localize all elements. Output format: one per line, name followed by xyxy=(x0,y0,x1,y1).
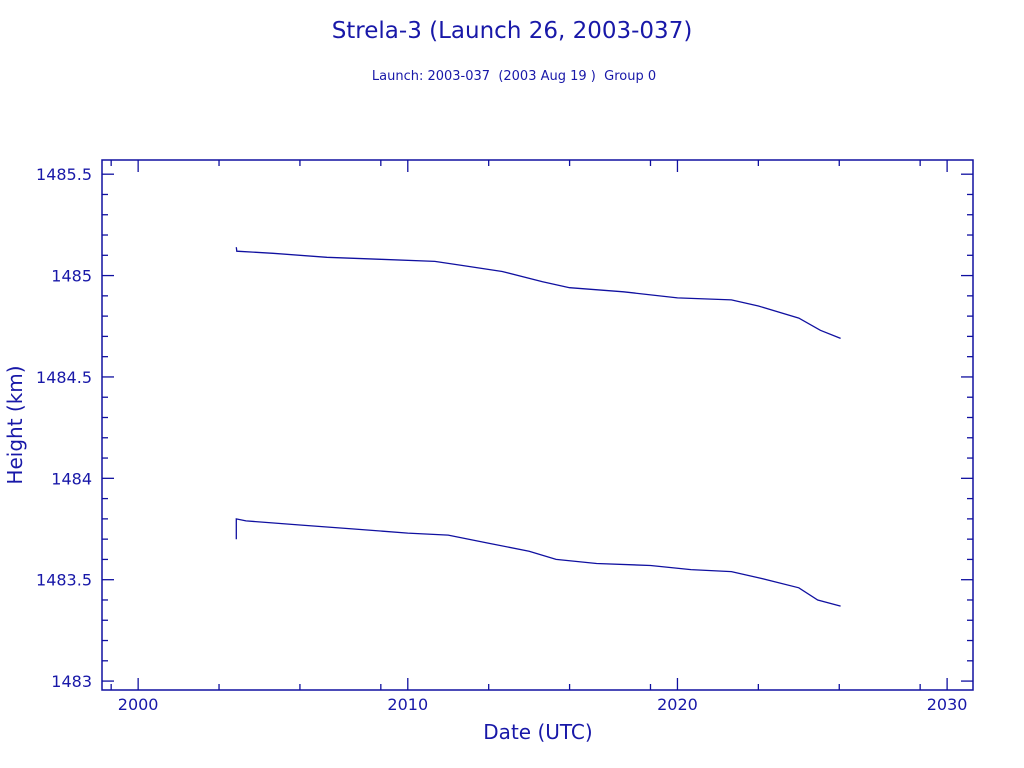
x-tick-label: 2000 xyxy=(118,695,159,714)
x-tick-label: 2010 xyxy=(387,695,428,714)
chart-subtitle: Launch: 2003-037 (2003 Aug 19 ) Group 0 xyxy=(372,69,656,84)
x-axis-label: Date (UTC) xyxy=(483,720,592,744)
chart-title: Strela-3 (Launch 26, 2003-037) xyxy=(332,18,693,44)
y-tick-label: 1484 xyxy=(51,469,92,488)
plot-frame xyxy=(101,159,974,691)
y-tick-label: 1485 xyxy=(51,267,92,286)
y-tick-label: 1483 xyxy=(51,672,92,691)
x-tick-label: 2020 xyxy=(657,695,698,714)
series-line-2 xyxy=(235,518,841,607)
y-axis-label: Height (km) xyxy=(3,365,27,484)
y-tick-label: 1483.5 xyxy=(36,571,92,590)
x-tick-label: 2030 xyxy=(927,695,968,714)
series-line-1 xyxy=(235,247,841,340)
y-tick-label: 1484.5 xyxy=(36,368,92,387)
y-tick-label: 1485.5 xyxy=(36,165,92,184)
